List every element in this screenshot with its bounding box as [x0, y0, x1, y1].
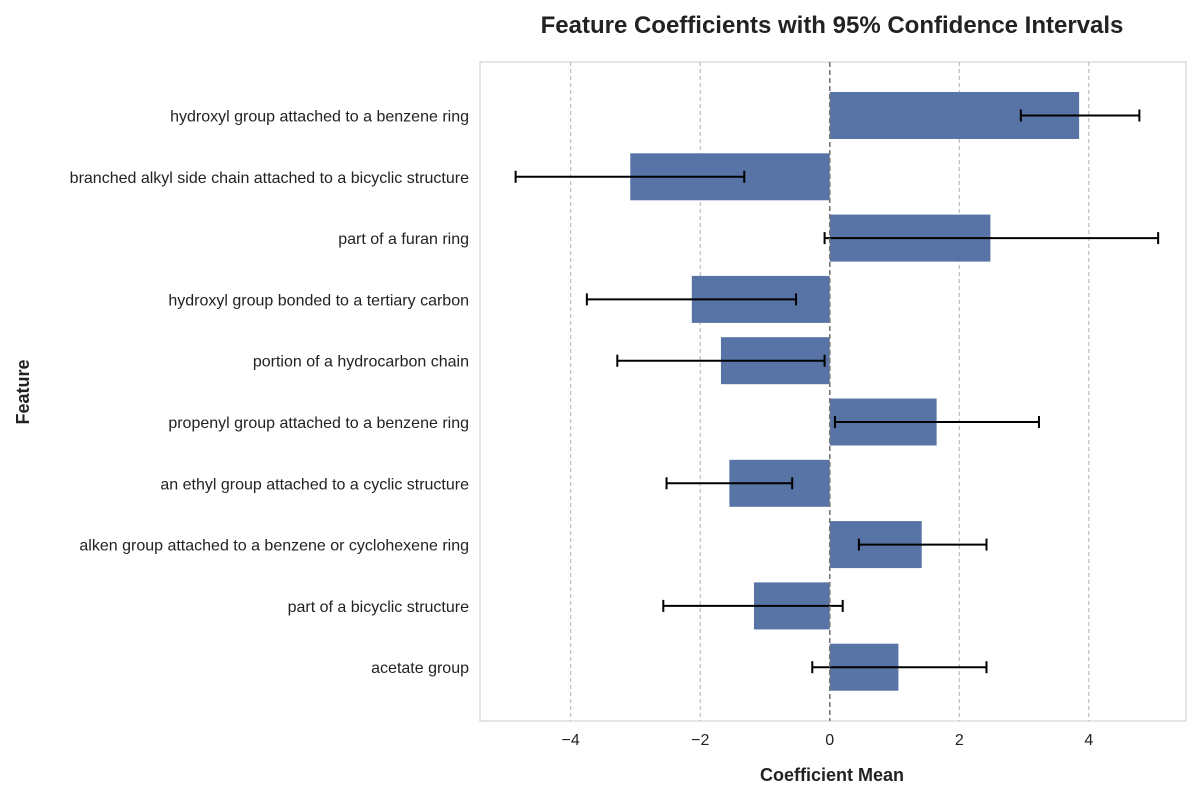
grid-lines — [570, 62, 1090, 721]
x-tick-labels: −4 −2 0 2 4 — [562, 732, 1094, 749]
x-tick-label: 2 — [955, 732, 964, 749]
y-tick-label: alken group attached to a benzene or cyc… — [79, 538, 469, 555]
y-tick-label: part of a bicyclic structure — [288, 599, 470, 616]
plot-area — [479, 61, 1187, 722]
x-tick-label: −4 — [562, 732, 580, 749]
y-tick-label: portion of a hydrocarbon chain — [253, 354, 469, 371]
x-tick-label: 0 — [825, 732, 834, 749]
y-tick-label: hydroxyl group attached to a benzene rin… — [170, 109, 469, 126]
y-tick-label: part of a furan ring — [338, 231, 469, 248]
y-tick-label: acetate group — [371, 660, 469, 677]
y-tick-labels: hydroxyl group attached to a benzene rin… — [70, 109, 469, 678]
y-tick-label: an ethyl group attached to a cyclic stru… — [160, 476, 469, 493]
x-axis-label: Coefficient Mean — [760, 765, 904, 785]
y-tick-label: propenyl group attached to a benzene rin… — [168, 415, 469, 432]
error-bars — [514, 109, 1160, 674]
x-tick-label: −2 — [691, 732, 709, 749]
chart-title: Feature Coefficients with 95% Confidence… — [541, 12, 1124, 39]
y-tick-label: branched alkyl side chain attached to a … — [70, 170, 469, 187]
x-tick-label: 4 — [1084, 732, 1093, 749]
y-tick-label: hydroxyl group bonded to a tertiary carb… — [168, 292, 469, 309]
y-axis-label: Feature — [13, 359, 33, 424]
